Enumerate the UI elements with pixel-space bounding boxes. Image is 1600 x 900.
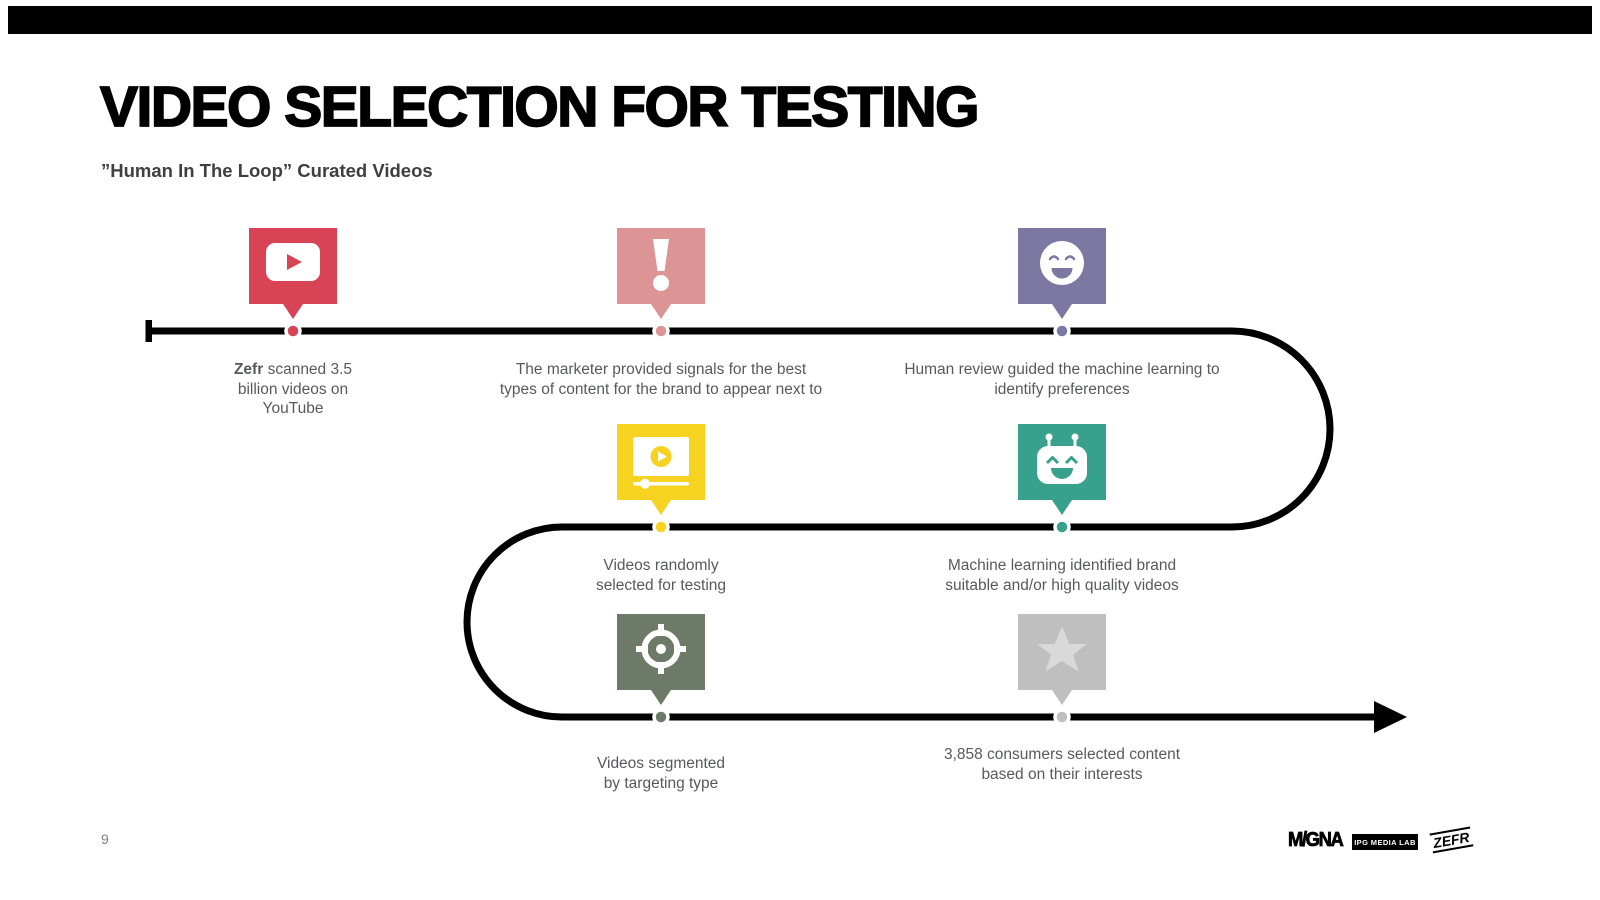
smiley-face-icon	[1040, 241, 1084, 285]
step-caption: The marketer provided signals for the be…	[461, 360, 861, 399]
tile-pointer	[651, 304, 671, 319]
ipg-media-lab-logo: IPG MEDIA LAB	[1352, 834, 1418, 850]
flow-start-cap	[145, 320, 152, 342]
step-caption-text: scanned 3.5 billion videos on YouTube	[237, 361, 353, 417]
step-icon-tile	[617, 614, 705, 705]
step-icon-tile	[1018, 228, 1106, 319]
exclamation-icon	[653, 239, 669, 291]
timeline-dot-ml-identified	[1053, 518, 1071, 536]
step-caption: Videos segmented by targeting type	[531, 754, 791, 793]
step-caption-text: 3,858 consumers selected content based o…	[943, 746, 1181, 783]
timeline-dot-random-selected	[652, 518, 670, 536]
timeline-dot-human-review	[1053, 322, 1071, 340]
tile-pointer	[283, 304, 303, 319]
step-caption: 3,858 consumers selected content based o…	[902, 745, 1222, 784]
robot-icon	[1037, 433, 1087, 484]
step-caption: Zefr scanned 3.5 billion videos on YouTu…	[203, 360, 383, 419]
tile-pointer	[1052, 304, 1072, 319]
magna-logo: M/GNA	[1288, 829, 1345, 852]
flow-arrowhead-icon	[1374, 701, 1407, 733]
step-caption: Machine learning identified brand suitab…	[902, 556, 1222, 595]
timeline-dot-segmented	[652, 708, 670, 726]
youtube-play-icon	[266, 243, 320, 281]
step-icon-tile	[617, 228, 705, 319]
tile-pointer	[1052, 500, 1072, 515]
page-number: 9	[101, 831, 109, 847]
step-icon-tile	[1018, 424, 1106, 515]
step-icon-tile	[1018, 614, 1106, 705]
timeline-dot-scan	[284, 322, 302, 340]
step-caption: Videos randomly selected for testing	[531, 556, 791, 595]
step-icon-tile	[249, 228, 337, 319]
tile-pointer	[651, 690, 671, 705]
video-player-icon	[633, 437, 689, 489]
page-title: VIDEO SELECTION FOR TESTING	[99, 75, 980, 139]
timeline-dot-consumers	[1053, 708, 1071, 726]
step-caption-text: Machine learning identified brand suitab…	[945, 557, 1179, 594]
step-caption-text: Videos segmented by targeting type	[596, 755, 726, 792]
step-caption-bold: Zefr	[233, 361, 264, 378]
tile-pointer	[651, 500, 671, 515]
step-caption-text: Videos randomly selected for testing	[595, 557, 727, 594]
tile-pointer	[1052, 690, 1072, 705]
step-icon-tile	[617, 424, 705, 515]
star-icon	[1037, 626, 1087, 672]
step-caption-text: Human review guided the machine learning…	[904, 361, 1220, 398]
timeline-dot-signals	[652, 322, 670, 340]
flow-path-line	[149, 327, 1376, 721]
target-icon	[636, 624, 686, 674]
step-caption: Human review guided the machine learning…	[872, 360, 1252, 399]
page-subtitle: ”Human In The Loop” Curated Videos	[101, 160, 433, 181]
step-caption-text: The marketer provided signals for the be…	[499, 361, 823, 398]
top-accent-bar	[8, 6, 1592, 34]
